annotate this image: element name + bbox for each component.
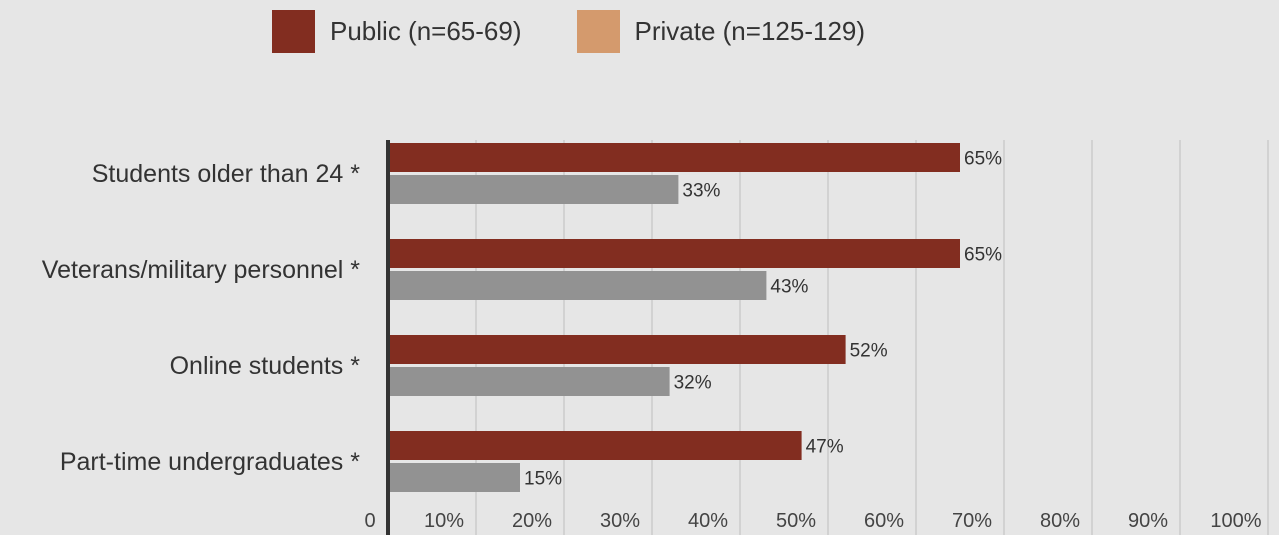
category-label: Veterans/military personnel * [42,256,360,284]
legend-label-public: Public (n=65-69) [330,15,522,46]
data-label: 32% [674,373,712,394]
category-label: Part-time undergraduates * [60,448,360,476]
x-tick-label: 50% [776,510,816,532]
legend-item-public: Public (n=65-69) [272,9,522,53]
category-label: Online students * [170,352,361,380]
bar-public [388,239,960,268]
data-label: 65% [964,245,1002,266]
x-tick-labels: 0 10% 20% 30% 40% 50% 60% 70% 80% 90% 100% [364,510,1261,532]
x-tick-label: 90% [1128,510,1168,532]
bar-public [388,431,802,460]
legend-swatch-public [272,9,315,53]
x-tick-label: 70% [952,510,992,532]
legend-swatch-private [576,9,620,53]
x-tick-label: 30% [600,510,640,532]
x-tick-label: 100% [1210,510,1261,532]
bar-public [388,335,846,364]
x-tick-label: 20% [512,510,552,532]
bar-private [388,175,679,204]
data-label: 52% [850,341,888,362]
bar-private [388,367,670,396]
bar-public [388,143,960,172]
data-label: 15% [524,469,562,490]
bars: 65% 33% 65% 43% 52% 32% 47% 15% [388,143,1002,492]
bar-private [388,271,767,300]
x-tick-label: 0 [364,510,375,532]
legend-item-private: Private (n=125-129) [576,9,866,53]
data-label: 65% [964,149,1002,170]
x-tick-label: 40% [688,510,728,532]
data-label: 33% [682,181,720,202]
x-tick-label: 80% [1040,510,1080,532]
x-tick-label: 10% [424,510,464,532]
data-label: 43% [770,277,808,298]
bar-private [388,463,520,492]
x-tick-label: 60% [864,510,904,532]
data-label: 47% [806,437,844,458]
category-labels: Students older than 24 * Veterans/militar… [42,160,360,476]
legend-label-private: Private (n=125-129) [634,15,866,46]
chart-legend: Public (n=65-69) Private (n=125-129) [272,9,920,53]
category-label: Students older than 24 * [92,160,361,188]
